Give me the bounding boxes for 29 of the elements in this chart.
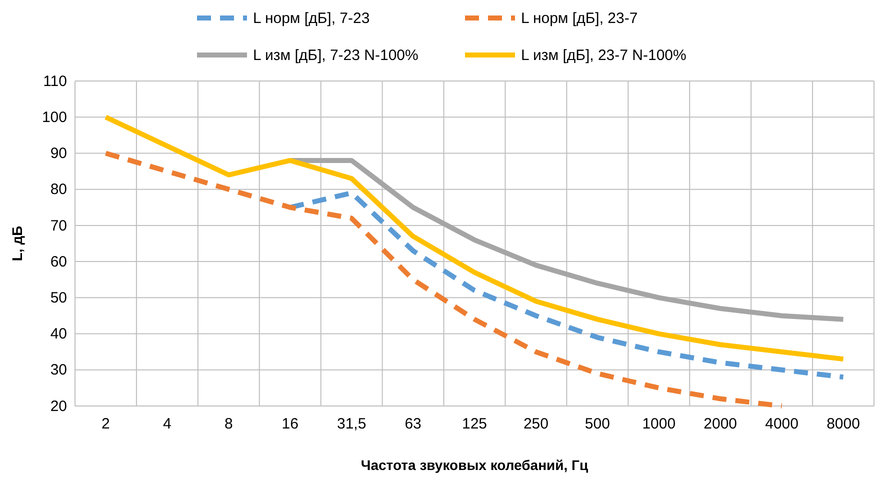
y-tick-label: 80: [50, 181, 67, 198]
y-axis-title: L, дБ: [9, 226, 25, 262]
x-tick-label: 8000: [826, 416, 860, 433]
y-tick-label: 50: [50, 289, 67, 306]
y-tick-label: 70: [50, 217, 67, 234]
y-tick-label: 40: [50, 326, 67, 343]
x-tick-label: 16: [282, 416, 298, 433]
legend-label: L изм [дБ], 7-23 N-100%: [253, 47, 418, 64]
y-tick-label: 20: [50, 398, 67, 415]
legend-label: L норм [дБ], 7-23: [253, 10, 370, 27]
y-tick-label: 30: [50, 362, 67, 379]
x-tick-label: 4000: [765, 416, 798, 433]
x-tick-label: 31,5: [336, 416, 366, 433]
x-tick-label: 250: [523, 416, 548, 433]
y-tick-label: 90: [50, 145, 67, 162]
x-axis-title: Частота звуковых колебаний, Гц: [360, 457, 588, 473]
x-tick-label: 2000: [704, 416, 738, 433]
x-tick-label: 1000: [642, 416, 676, 433]
x-tick-label: 4: [163, 416, 172, 433]
x-tick-label: 125: [462, 416, 488, 433]
y-tick-label: 100: [42, 108, 67, 126]
y-tick-label: 60: [50, 253, 67, 270]
x-tick-label: 63: [404, 416, 422, 433]
x-tick-label: 2: [102, 416, 110, 433]
x-tick-label: 8: [224, 416, 233, 433]
x-tick-label: 500: [584, 416, 610, 433]
legend-label: L норм [дБ], 23-7: [521, 10, 638, 27]
y-tick-label: 110: [43, 72, 67, 90]
legend-label: L изм [дБ], 23-7 N-100%: [521, 47, 686, 64]
